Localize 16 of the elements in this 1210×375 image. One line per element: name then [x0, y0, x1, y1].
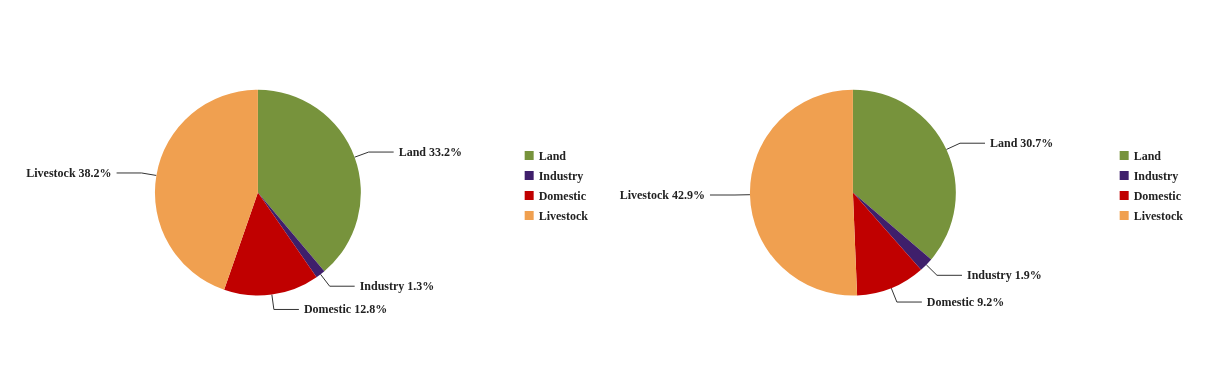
legend-label: Domestic — [1133, 188, 1182, 203]
legend-label: Domestic — [538, 188, 587, 203]
category-label: Land 33.2% — [398, 145, 463, 160]
legend-label: Land — [1133, 148, 1162, 163]
category-label: Industry 1.3% — [359, 279, 435, 294]
category-label: Livestock 42.9% — [619, 188, 705, 203]
legend-label: Industry — [1133, 168, 1179, 183]
category-label: Domestic 12.8% — [303, 302, 388, 317]
category-label: Livestock 38.2% — [26, 165, 112, 180]
category-label: Domestic 9.2% — [926, 295, 1005, 310]
legend-label: Livestock — [538, 208, 589, 223]
legend-label: Livestock — [1133, 208, 1184, 223]
category-label: Land 30.7% — [990, 136, 1054, 151]
legend-label: Land — [538, 148, 567, 163]
category-label: Industry 1.9% — [967, 268, 1042, 283]
legend-label: Industry — [538, 168, 584, 183]
